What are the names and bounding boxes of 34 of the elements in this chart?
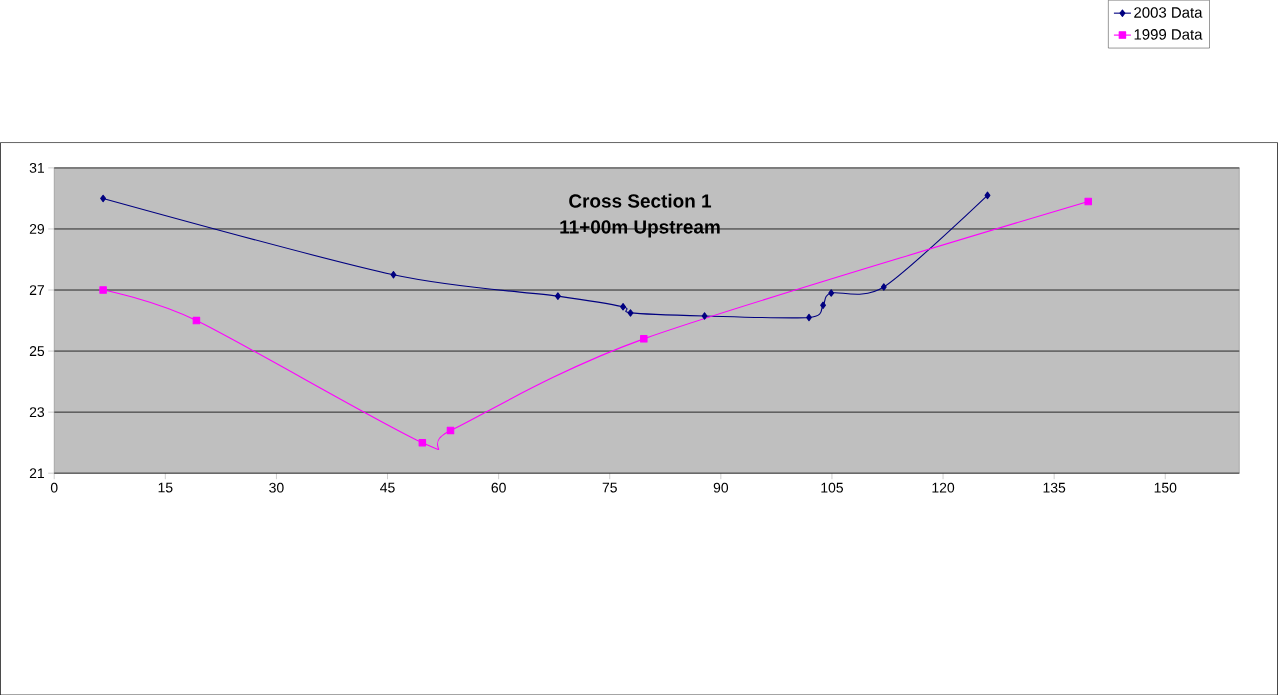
legend-label: 1999 Data	[1134, 28, 1203, 40]
x-tick-label: 135	[1043, 482, 1066, 493]
y-tick-label: 25	[29, 345, 45, 356]
point	[984, 191, 991, 199]
point	[627, 308, 634, 317]
point	[701, 312, 708, 320]
point	[640, 334, 648, 343]
y-tick-label: 27	[29, 284, 44, 295]
x-tick-label: 75	[602, 482, 617, 493]
point	[1084, 197, 1092, 206]
point	[554, 292, 561, 300]
x-tick-label: 0	[50, 482, 58, 493]
x-tick-label: 60	[491, 482, 506, 493]
y-tick-label: 21	[29, 468, 45, 478]
point	[390, 270, 397, 279]
x-tick-label: 15	[158, 482, 173, 493]
x-tick-label: 45	[380, 482, 395, 493]
x-tick-label: 90	[713, 482, 729, 493]
x-tick-label: 120	[932, 482, 955, 493]
y-tick-label: 23	[29, 406, 45, 417]
point	[880, 282, 887, 291]
point	[828, 289, 835, 297]
x-tick-label: 105	[821, 482, 843, 493]
y-tick-label: 29	[29, 223, 45, 234]
text: Cross Section 1 11+00m Upstream	[560, 193, 720, 238]
point	[820, 301, 827, 309]
point	[620, 302, 627, 311]
point	[99, 286, 107, 294]
legend-label: 2003 Data	[1134, 6, 1203, 18]
point	[418, 438, 427, 447]
x-tick-label: 150	[1154, 482, 1177, 493]
x-tick-label: 30	[269, 482, 284, 493]
y-tick-label: 31	[29, 162, 45, 173]
point	[100, 194, 107, 202]
